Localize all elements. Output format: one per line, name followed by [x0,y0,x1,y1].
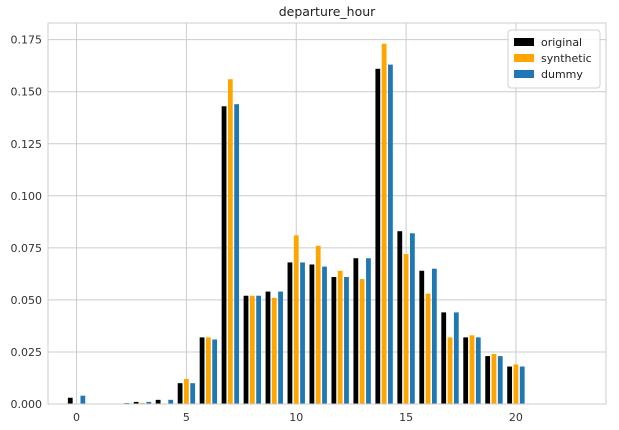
x-axis-ticks: 0 5 10 15 20 [73,411,523,424]
legend-label-dummy: dummy [541,68,583,81]
bar-dummy-9 [278,291,283,404]
bar-original-20 [507,366,513,404]
bar-original-17 [441,312,447,404]
bar-original-12 [331,277,337,404]
bar-dummy-15 [409,233,415,404]
bar-dummy-16 [431,268,437,404]
bar-synthetic-14 [381,43,387,404]
bar-dummy-2 [124,402,130,404]
bar-original-10 [287,262,293,404]
bar-original-4 [155,399,161,404]
bar-original-13 [353,258,359,404]
bar-dummy-20 [519,366,525,404]
bar-dummy-10 [300,262,305,404]
bar-dummy-17 [453,312,459,404]
bar-original-15 [397,231,403,404]
y-tick-label: 0.075 [11,242,43,255]
bar-synthetic-11 [315,245,321,404]
legend-label-original: original [541,36,582,49]
bar-original-11 [309,264,315,404]
bar-synthetic-7 [227,79,233,405]
bar-synthetic-8 [249,295,255,404]
bar-original-7 [221,106,227,404]
bar-original-9 [265,291,271,404]
bar-synthetic-13 [359,279,365,404]
bar-synthetic-3 [140,402,145,404]
bar-dummy-13 [366,258,371,404]
bar-synthetic-18 [469,335,475,404]
bar-original-3 [133,401,139,404]
bar-synthetic-19 [491,354,497,404]
y-tick-label: 0.150 [11,86,43,99]
y-axis-ticks: 0.000 0.025 0.050 0.075 0.100 0.125 0.150 0.175 [11,34,43,411]
bar-original-18 [463,337,469,404]
bar-original-14 [375,68,381,404]
y-tick-label: 0.125 [11,138,43,151]
bar-dummy-11 [322,266,327,404]
x-tick-label: 0 [73,411,80,424]
y-tick-label: 0.000 [11,398,43,411]
legend-label-synthetic: synthetic [541,52,592,65]
y-tick-label: 0.025 [11,346,43,359]
bar-synthetic-10 [293,235,299,404]
bar-dummy-3 [146,401,152,404]
plot-area-frame [47,22,607,405]
legend-swatch-synthetic [514,54,534,62]
bar-dummy-4 [168,399,174,404]
bar-original-8 [243,295,249,404]
y-tick-label: 0.050 [11,294,43,307]
bar-dummy-19 [497,356,503,404]
bars [67,43,525,405]
legend: original synthetic dummy [507,29,601,89]
bar-synthetic-16 [425,293,431,404]
legend-swatch-dummy [514,70,534,78]
bar-dummy-0 [80,395,86,404]
bar-dummy-14 [388,64,393,404]
bar-original-16 [419,270,425,404]
legend-swatch-original [514,38,534,46]
bar-dummy-6 [212,339,218,404]
x-tick-label: 5 [183,411,190,424]
y-tick-label: 0.175 [11,34,43,47]
bar-original-19 [485,356,491,404]
bar-dummy-12 [344,277,349,404]
bar-synthetic-15 [403,254,409,404]
bar-original-0 [67,397,73,404]
y-tick-label: 0.100 [11,190,43,203]
bar-synthetic-9 [271,297,277,404]
bar-synthetic-17 [447,337,453,404]
bar-synthetic-12 [337,270,343,404]
bar-original-6 [199,337,205,404]
bar-synthetic-5 [184,379,189,404]
bar-dummy-5 [190,383,196,404]
x-tick-label: 10 [289,411,303,424]
bar-dummy-7 [234,104,240,405]
chart-title: departure_hour [279,4,376,19]
x-tick-label: 20 [509,411,523,424]
x-tick-label: 15 [399,411,413,424]
bar-dummy-18 [475,337,481,404]
bar-original-5 [177,383,183,404]
bar-synthetic-6 [205,337,211,404]
bar-synthetic-20 [513,364,519,404]
bar-dummy-8 [256,295,261,404]
